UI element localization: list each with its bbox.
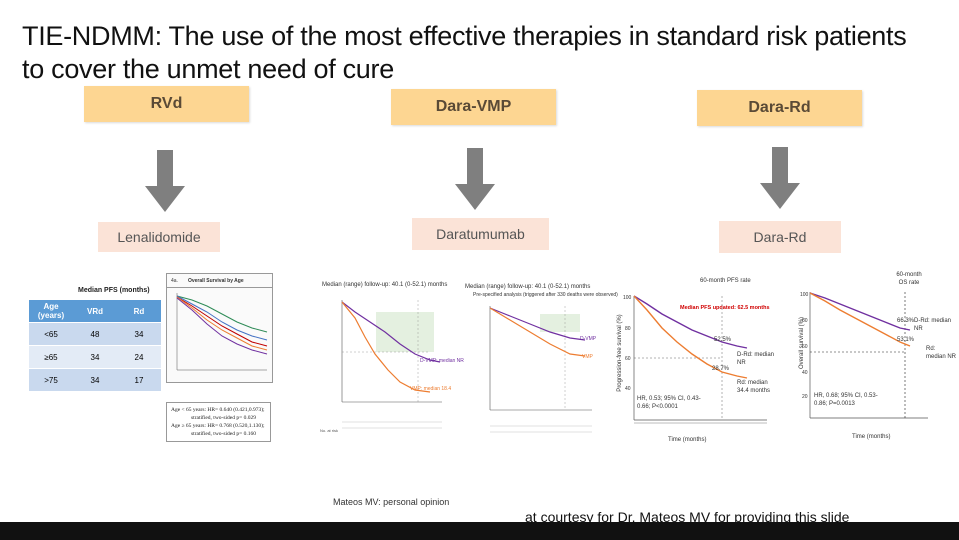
dvmp-pfs-note: Median (range) follow-up: 40.1 (0-52.1) … <box>322 282 448 288</box>
stats-line: Age < 65 years: HR= 0.640 (0.421,0.973); <box>171 407 265 413</box>
maia-pfs-drd-pct: 52.5% <box>714 337 732 343</box>
svg-text:80: 80 <box>625 326 631 332</box>
svg-text:100: 100 <box>623 295 632 301</box>
maia-os-header: 60-month OS rate <box>896 272 922 286</box>
dvmp-os-subnote: Pre-specified analysis (triggered after … <box>473 292 618 298</box>
drug-dara-rd: Dara-Rd <box>719 221 841 253</box>
bottom-bar <box>0 522 959 540</box>
dvmp-pfs-vmp-label: VMP: median 18.4 <box>410 386 452 392</box>
panel-title: Overall Survival by Age <box>187 277 244 284</box>
table-cell: 48 <box>73 322 117 346</box>
maia-pfs-rd-pct: 28.7% <box>712 366 730 372</box>
dvmp-os-chart <box>489 306 592 433</box>
os-by-age-curves <box>176 293 268 371</box>
table-header: Age (years) <box>29 300 73 323</box>
svg-text:60: 60 <box>625 356 631 362</box>
maia-pfs-rd-label: Rd: median 34.4 months <box>737 380 771 394</box>
svg-text:80: 80 <box>802 318 808 324</box>
maia-os-rd-label: Rd: median NR <box>926 346 957 360</box>
table-cell: 17 <box>117 368 161 392</box>
table-header: Rd <box>117 300 161 323</box>
svg-text:40: 40 <box>625 386 631 392</box>
stats-line: Age ≥ 65 years: HR= 0.768 (0.520,1.130); <box>171 423 265 429</box>
slide-title: TIE-NDMM: The use of the most effective … <box>22 21 907 84</box>
os-by-age-stats-box: Age < 65 years: HR= 0.640 (0.421,0.973);… <box>166 402 271 442</box>
svg-text:100: 100 <box>800 292 809 298</box>
maia-pfs-drd-label: D-Rd: median NR <box>737 352 775 366</box>
header-dara-rd: Dara-Rd <box>697 90 862 126</box>
courtesy-text: at courtesy for Dr. Mateos MV for provid… <box>525 509 850 525</box>
drug-daratumumab: Daratumumab <box>412 218 549 250</box>
table-cell: <65 <box>29 322 73 346</box>
svg-text:60: 60 <box>802 344 808 350</box>
dvmp-pfs-drd-label: D-VMP: median NR <box>420 358 464 364</box>
median-pfs-table: Age (years) VRd Rd <65 48 34 ≥65 34 24 >… <box>29 300 161 392</box>
dvmp-os-note: Median (range) follow-up: 40.1 (0-52.1) … <box>465 284 591 290</box>
dvmp-pfs-chart: No. at risk <box>320 300 442 433</box>
stats-line: stratified, two-sided p= 0.029 <box>191 415 256 421</box>
dvmp-os-dvmp-label: D-VMP <box>580 336 597 342</box>
table-header: VRd <box>73 300 117 323</box>
table-cell: 24 <box>117 345 161 369</box>
down-arrow-icon <box>145 150 185 212</box>
table-cell: 34 <box>117 322 161 346</box>
maia-pfs-chart: 100 80 60 40 <box>623 295 767 424</box>
stats-line: stratified, two-sided p= 0.160 <box>191 431 256 437</box>
os-by-age-panel: 4a. Overall Survival by Age <box>166 273 273 383</box>
svg-text:40: 40 <box>802 370 808 376</box>
maia-pfs-highlight: Median PFS updated: 62.5 months <box>680 305 770 311</box>
dvmp-os-vmp-label: VMP <box>582 354 593 360</box>
down-arrow-icon <box>760 147 800 209</box>
maia-pfs-xlabel: Time (months) <box>668 437 707 443</box>
header-dara-vmp: Dara-VMP <box>391 89 556 125</box>
footer-note: Mateos MV: personal opinion <box>333 497 450 507</box>
down-arrow-icon <box>455 148 495 210</box>
table-cell: ≥65 <box>29 345 73 369</box>
maia-os-xlabel: Time (months) <box>852 434 891 440</box>
pfs-table-title: Median PFS (months) <box>78 287 150 294</box>
table-cell: >75 <box>29 368 73 392</box>
maia-pfs-header: 60-month PFS rate <box>700 278 751 284</box>
table-cell: 34 <box>73 368 117 392</box>
maia-pfs-stats: HR, 0.53; 95% CI, 0.43-0.66; P<0.0001 <box>637 396 701 410</box>
table-cell: 34 <box>73 345 117 369</box>
maia-os-drd-label: D-Rd: median NR <box>914 318 952 332</box>
maia-os-stats: HR, 0.68; 95% CI, 0.53-0.86; P=0.0013 <box>814 393 878 407</box>
panel-tag: 4a. <box>171 277 178 284</box>
maia-os-chart: 100 80 60 40 20 <box>800 292 928 419</box>
header-rvd: RVd <box>84 86 249 122</box>
drug-lenalidomide: Lenalidomide <box>98 222 220 252</box>
svg-text:No. at risk: No. at risk <box>320 428 338 433</box>
maia-os-drd-pct: 66.3% <box>897 318 915 324</box>
svg-text:20: 20 <box>802 394 808 400</box>
maia-os-rd-pct: 53.1% <box>897 337 915 343</box>
